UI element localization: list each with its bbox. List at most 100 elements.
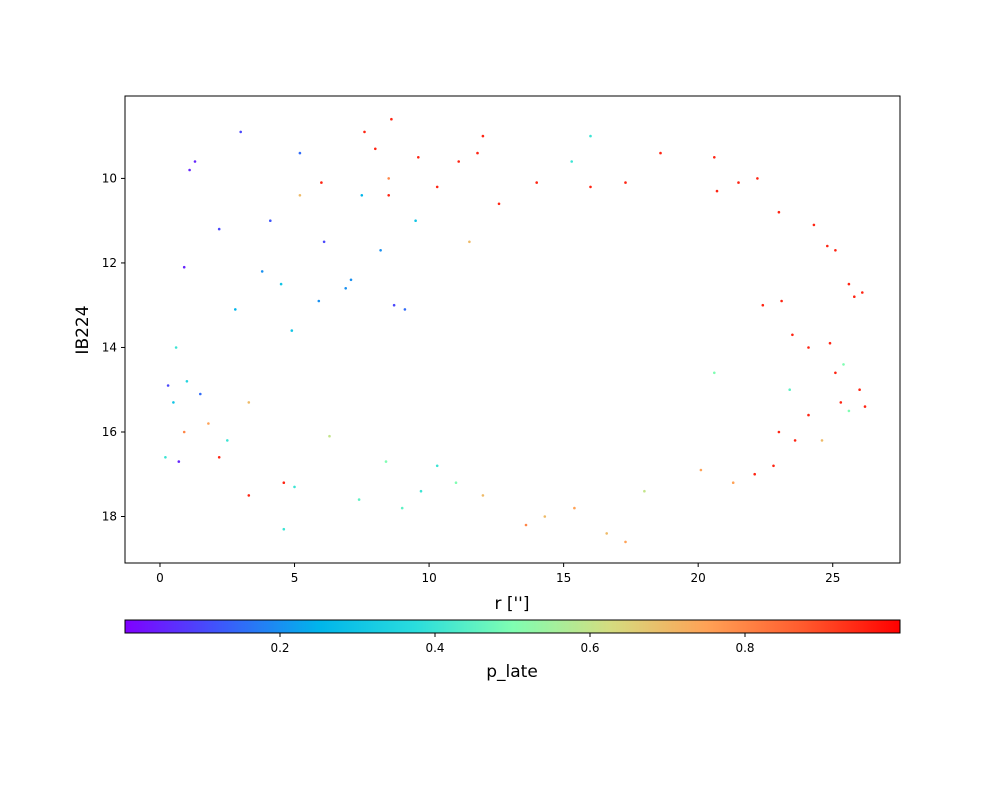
x-axis-ticks: 0 5 10 15 20 25 [156,563,840,585]
x-tick-label: 15 [556,571,571,585]
scatter-point [605,532,608,535]
scatter-point [839,401,843,404]
scatter-point [589,185,592,189]
scatter-point [791,333,794,337]
scatter-point [834,249,837,252]
scatter-point [753,472,756,476]
scatter-point [847,409,851,413]
colorbar [124,619,901,634]
scatter-point [535,181,538,184]
scatter-point [826,244,829,248]
scatter-point [659,151,662,155]
scatter-point [177,460,181,463]
scatter-point [357,498,361,501]
scatter-point [858,388,861,392]
scatter-point [713,156,716,159]
scatter-point [199,392,202,396]
scatter-point [247,401,251,404]
scatter-point [260,270,264,273]
scatter-point [842,363,845,366]
x-tick-label: 25 [825,571,840,585]
scatter-point [217,456,221,459]
scatter-point [847,282,851,286]
colorbar-tick-label: 0.6 [580,641,599,655]
scatter-point [807,346,810,349]
scatter-point [247,494,251,497]
scatter-points [164,117,867,544]
scatter-point [403,308,407,311]
scatter-point [419,489,423,493]
scatter-point [182,265,186,269]
scatter-point [731,481,735,485]
scatter-point [234,308,237,311]
scatter-point [400,506,404,510]
scatter-point [390,117,393,121]
x-tick-label: 20 [691,571,706,585]
scatter-point [182,430,186,434]
scatter-point [737,181,740,184]
x-tick-label: 0 [156,571,164,585]
scatter-point [282,481,286,485]
scatter-point [172,401,175,404]
scatter-point [360,194,364,197]
scatter-point [812,223,816,227]
scatter-point [193,160,197,163]
scatter-point [282,527,286,531]
scatter-point [279,282,283,286]
x-tick-label: 5 [291,571,299,585]
scatter-point [834,371,837,375]
scatter-point [756,177,759,180]
scatter-point [293,485,296,489]
scatter-point [457,160,461,163]
scatter-point [269,219,272,222]
scatter-point [185,380,189,383]
y-tick-label: 14 [102,340,117,354]
scatter-point [349,278,353,282]
y-tick-label: 12 [102,256,117,270]
scatter-point [861,291,864,294]
scatter-point [188,168,191,172]
scatter-point [328,434,331,438]
scatter-point [468,240,471,244]
scatter-point [807,413,810,417]
scatter-point [761,303,765,307]
scatter-point [379,249,382,252]
scatter-point [828,341,832,345]
scatter-point [435,464,439,468]
scatter-point [363,130,366,134]
colorbar-tick-label: 0.8 [735,641,754,655]
plot-frame [124,95,901,564]
scatter-point [481,134,485,138]
scatter-point [788,388,791,392]
scatter-point [476,151,479,155]
scatter-point [239,130,242,134]
scatter-point [570,160,573,163]
y-tick-label: 16 [102,425,117,439]
scatter-point [392,303,396,307]
scatter-point [174,346,178,349]
scatter-point [166,384,170,387]
scatter-point [454,481,458,485]
scatter-point [780,299,783,303]
scatter-point [217,227,221,231]
scatter-point [699,468,703,472]
scatter-point [573,506,576,510]
scatter-point [298,151,302,155]
scatter-point [320,181,323,184]
scatter-point [435,185,439,189]
colorbar-ticks: 0.2 0.4 0.6 0.8 [270,633,755,655]
scatter-point [777,210,781,214]
colorbar-tick-label: 0.4 [425,641,444,655]
scatter-point [715,189,719,193]
scatter-point [863,405,867,408]
scatter-point [643,489,646,493]
scatter-point [543,515,547,518]
scatter-point [226,439,229,442]
scatter-point [624,540,627,544]
scatter-point [414,219,417,222]
scatter-point [524,523,528,527]
scatter-point [164,456,167,459]
scatter-point [417,156,420,159]
scatter-point [207,422,210,425]
scatter-point [322,240,326,244]
